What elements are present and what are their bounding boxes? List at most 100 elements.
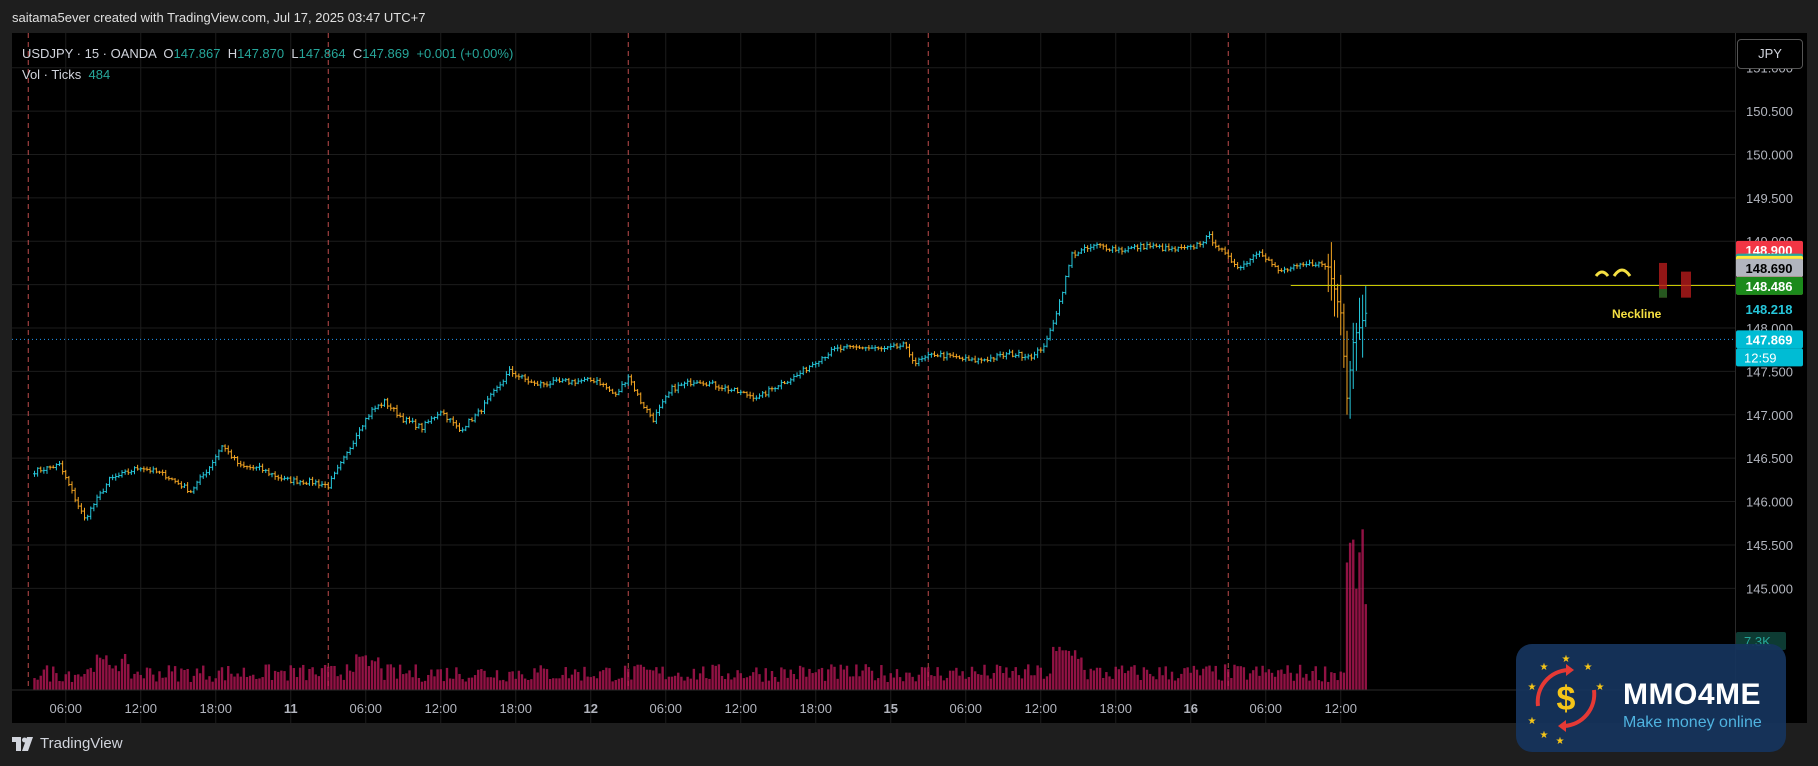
candle xyxy=(286,476,290,481)
x-tick-label: 12:00 xyxy=(1024,701,1057,716)
tradingview-logo[interactable]: TradingView xyxy=(12,735,123,752)
chart-pane[interactable] xyxy=(12,33,1735,723)
volume-bar xyxy=(455,667,458,690)
candle xyxy=(1064,275,1068,295)
volume-bar xyxy=(242,667,246,690)
chart-legend: USDJPY · 15 · OANDA O147.867 H147.870 L1… xyxy=(22,43,513,85)
volume-bar xyxy=(942,680,946,690)
candle xyxy=(1108,248,1111,252)
volume-bar xyxy=(180,668,183,690)
volume-bar xyxy=(592,676,596,690)
candle xyxy=(126,468,130,475)
candle xyxy=(1220,247,1224,252)
candle xyxy=(1164,243,1168,252)
candle xyxy=(448,418,452,423)
candle xyxy=(323,481,327,489)
volume-bar xyxy=(211,681,214,690)
candle xyxy=(898,343,902,350)
candle xyxy=(511,366,515,377)
candle xyxy=(517,373,521,380)
volume-bar xyxy=(1220,680,1224,690)
volume-bar xyxy=(452,678,455,690)
volume-bar xyxy=(977,674,980,690)
candle xyxy=(270,472,274,478)
candle xyxy=(1204,235,1208,245)
candle xyxy=(420,422,424,433)
candle xyxy=(261,463,265,473)
volume-bar xyxy=(1252,670,1255,690)
volume-bar xyxy=(1283,673,1286,690)
candle xyxy=(1301,262,1305,267)
candle xyxy=(304,481,308,485)
currency-button[interactable]: JPY xyxy=(1737,39,1803,69)
volume-bar xyxy=(105,655,108,690)
volume-bar xyxy=(1055,651,1058,690)
volume-bar xyxy=(1195,669,1199,690)
candle xyxy=(333,471,336,480)
volume-bar xyxy=(433,676,436,690)
candle xyxy=(379,402,383,409)
candle xyxy=(726,385,730,394)
volume-bar xyxy=(683,680,686,690)
candle xyxy=(929,352,933,358)
volume-bar xyxy=(95,654,99,690)
candle xyxy=(329,475,333,489)
volume-bar xyxy=(536,672,539,690)
volume-bar xyxy=(498,680,502,690)
volume-bar xyxy=(958,675,961,690)
candle xyxy=(670,384,674,396)
candle xyxy=(308,477,311,486)
candle xyxy=(1226,250,1230,259)
volume-bar xyxy=(448,678,452,690)
candle xyxy=(164,469,168,480)
candle xyxy=(801,366,805,376)
candle xyxy=(983,358,986,362)
candle xyxy=(648,408,652,418)
candle xyxy=(1217,244,1221,252)
volume-bar xyxy=(442,681,446,690)
volume-bar xyxy=(1242,667,1246,690)
candle xyxy=(839,344,843,353)
volume-bar xyxy=(998,665,1002,690)
symbol-label[interactable]: USDJPY · 15 · OANDA xyxy=(22,46,157,61)
candle xyxy=(1136,244,1140,252)
candle xyxy=(217,449,221,461)
volume-bar xyxy=(264,664,267,690)
candle xyxy=(1192,244,1196,250)
candle xyxy=(179,481,183,489)
price-axis[interactable] xyxy=(1735,33,1807,723)
volume-bar xyxy=(436,669,439,690)
candle xyxy=(854,344,858,351)
volume-bar xyxy=(1158,667,1161,690)
volume-bar xyxy=(1355,588,1358,690)
volume-bar xyxy=(1277,670,1280,690)
candle xyxy=(298,479,302,486)
mmo4me-watermark: $ ★ ★ ★ ★ ★ ★ ★ ★ MMO4ME Make money onli… xyxy=(1516,644,1786,752)
volume-bar xyxy=(111,668,114,690)
candle xyxy=(826,352,830,360)
candle xyxy=(129,469,133,475)
open-label: O xyxy=(163,46,174,61)
candle xyxy=(989,354,993,363)
candle xyxy=(1058,299,1061,316)
volume-bar xyxy=(1064,650,1067,690)
volume-bar xyxy=(408,670,411,690)
volume-bar xyxy=(252,674,255,690)
volume-label[interactable]: Vol · Ticks xyxy=(22,67,82,82)
volume-bar xyxy=(836,678,839,690)
candle xyxy=(373,405,377,413)
volume-bar xyxy=(308,668,311,690)
volume-bar xyxy=(86,669,89,690)
candle xyxy=(1008,349,1011,355)
candle xyxy=(1342,303,1346,368)
candle xyxy=(901,341,905,348)
volume-bar xyxy=(33,678,36,690)
candle xyxy=(54,463,58,471)
volume-bar xyxy=(1130,666,1133,690)
volume-bar xyxy=(967,677,971,690)
candle xyxy=(1242,260,1246,270)
volume-bar xyxy=(389,664,392,690)
candle xyxy=(1173,246,1177,253)
candle xyxy=(798,370,802,379)
volume-bar xyxy=(167,665,171,690)
